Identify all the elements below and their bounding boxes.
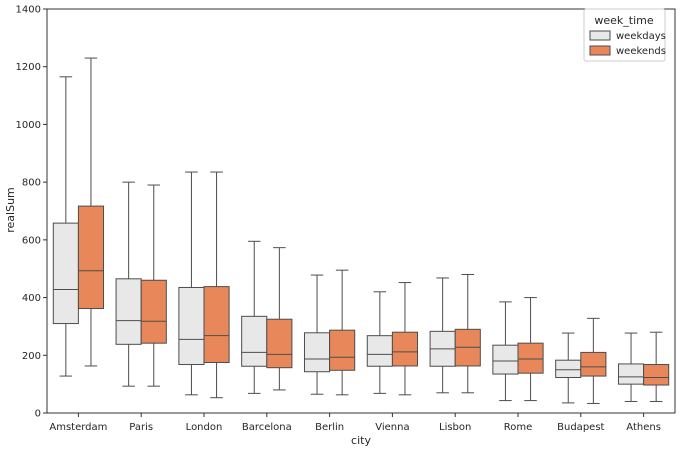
box-weekends: [643, 331, 670, 402]
y-tick-label: 1400: [16, 5, 41, 16]
y-tick-label: 400: [22, 293, 41, 304]
plot-frame: [46, 8, 676, 414]
x-tick-label: Budapest: [557, 422, 604, 433]
legend-entries: weekdays weekends: [589, 30, 666, 57]
legend-label-weekends: weekends: [616, 46, 666, 57]
box-weekends: [266, 247, 293, 391]
y-tick-label: 600: [22, 235, 41, 246]
y-tick-label: 0: [35, 409, 41, 420]
x-tick-label: Paris: [129, 422, 153, 433]
box-weekdays: [617, 332, 645, 402]
legend-label-weekdays: weekdays: [616, 31, 666, 42]
box-iqr: [303, 332, 331, 373]
box-weekdays: [303, 274, 331, 395]
box-weekdays: [492, 301, 519, 402]
y-tick-label: 1000: [16, 120, 41, 131]
x-tick-label: Rome: [504, 422, 533, 433]
y-tick-label: 1200: [16, 62, 41, 73]
box-iqr: [266, 318, 293, 369]
box-weekends: [77, 57, 105, 367]
box-weekends: [517, 297, 544, 402]
x-tick-label: Amsterdam: [49, 422, 107, 433]
box-iqr: [115, 278, 142, 345]
y-tick-label: 200: [22, 351, 41, 362]
x-tick-label: London: [186, 422, 223, 433]
box-iqr: [178, 286, 205, 366]
box-iqr: [52, 222, 79, 325]
box-weekends: [580, 317, 607, 404]
box-weekdays: [178, 171, 205, 396]
box-weekends: [454, 273, 481, 394]
box-iqr: [617, 363, 645, 385]
y-axis-label: realSum: [4, 187, 17, 233]
x-tick-label: Lisbon: [439, 422, 471, 433]
box-weekdays: [555, 332, 582, 404]
box-iqr: [366, 335, 393, 367]
box-iqr: [140, 279, 167, 344]
box-iqr: [77, 205, 105, 310]
box-iqr: [203, 286, 230, 363]
x-tick-label: Berlin: [315, 422, 344, 433]
box-iqr: [555, 359, 582, 379]
box-iqr: [492, 344, 519, 375]
box-weekdays: [429, 277, 456, 394]
legend-title: week_time: [594, 14, 653, 27]
plot-area: 0 200 400 600 800 1000 1200 1400 Amsterdam Paris L…: [16, 5, 676, 433]
box-weekends: [140, 184, 167, 387]
x-axis-label: city: [351, 434, 371, 447]
legend-swatch-weekdays: [589, 30, 611, 41]
box-weekends: [329, 269, 356, 396]
box-iqr: [391, 331, 419, 367]
x-tick-label: Athens: [626, 422, 661, 433]
x-tick-label: Barcelona: [242, 422, 292, 433]
box-iqr: [241, 315, 268, 367]
box-weekends: [391, 282, 419, 396]
x-tick-label: Vienna: [375, 422, 409, 433]
box-iqr: [517, 342, 544, 374]
box-iqr: [580, 351, 607, 377]
box-weekdays: [366, 291, 393, 394]
box-iqr: [643, 364, 670, 386]
box-iqr: [329, 329, 356, 371]
y-tick-label: 800: [22, 178, 41, 189]
box-weekends: [203, 171, 230, 399]
box-weekdays: [241, 240, 268, 394]
legend-swatch-weekends: [589, 45, 611, 56]
box-weekdays: [115, 181, 142, 387]
legend: week_time weekdays weekends: [583, 8, 666, 62]
box-weekdays: [52, 76, 79, 377]
